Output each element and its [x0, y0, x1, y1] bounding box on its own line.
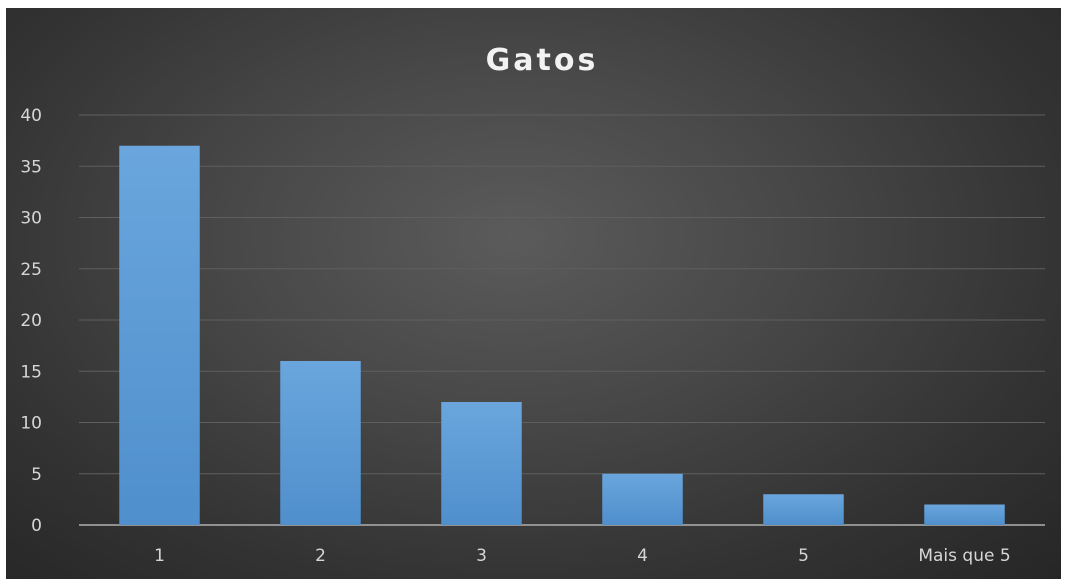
bar-chart: Gatos 0 5 10 15 20 25 30 35 40 1 2 3 4 5 Mais que 5: [20, 43, 1045, 566]
bar: [602, 473, 683, 525]
y-tick-label: 10: [20, 414, 42, 434]
bar: [441, 402, 522, 525]
y-tick-label: 30: [20, 209, 42, 229]
y-tick-label: 20: [20, 311, 42, 331]
y-tick-label: 35: [20, 157, 42, 177]
x-tick-label: 3: [476, 546, 487, 566]
chart-frame: Gatos 0 5 10 15 20 25 30 35 40 1 2 3 4 5 Mais que 5: [6, 8, 1061, 579]
bar: [119, 145, 200, 525]
x-axis-ticks: 1 2 3 4 5 Mais que 5: [154, 546, 1011, 566]
y-axis-ticks: 0 5 10 15 20 25 30 35 40: [20, 106, 42, 536]
bar: [280, 361, 361, 525]
bar: [763, 494, 844, 525]
x-tick-label: 4: [637, 546, 648, 566]
bar: [924, 504, 1005, 525]
x-tick-label: 5: [798, 546, 809, 566]
y-tick-label: 25: [20, 260, 42, 280]
x-tick-label: 2: [315, 546, 326, 566]
y-tick-label: 40: [20, 106, 42, 126]
chart-title: Gatos: [486, 43, 599, 78]
y-tick-label: 0: [31, 516, 42, 536]
y-tick-label: 15: [20, 362, 42, 382]
gridlines: [79, 114, 1045, 526]
bars: [119, 145, 1005, 525]
y-tick-label: 5: [31, 465, 42, 485]
x-tick-label: Mais que 5: [918, 546, 1010, 566]
x-tick-label: 1: [154, 546, 165, 566]
